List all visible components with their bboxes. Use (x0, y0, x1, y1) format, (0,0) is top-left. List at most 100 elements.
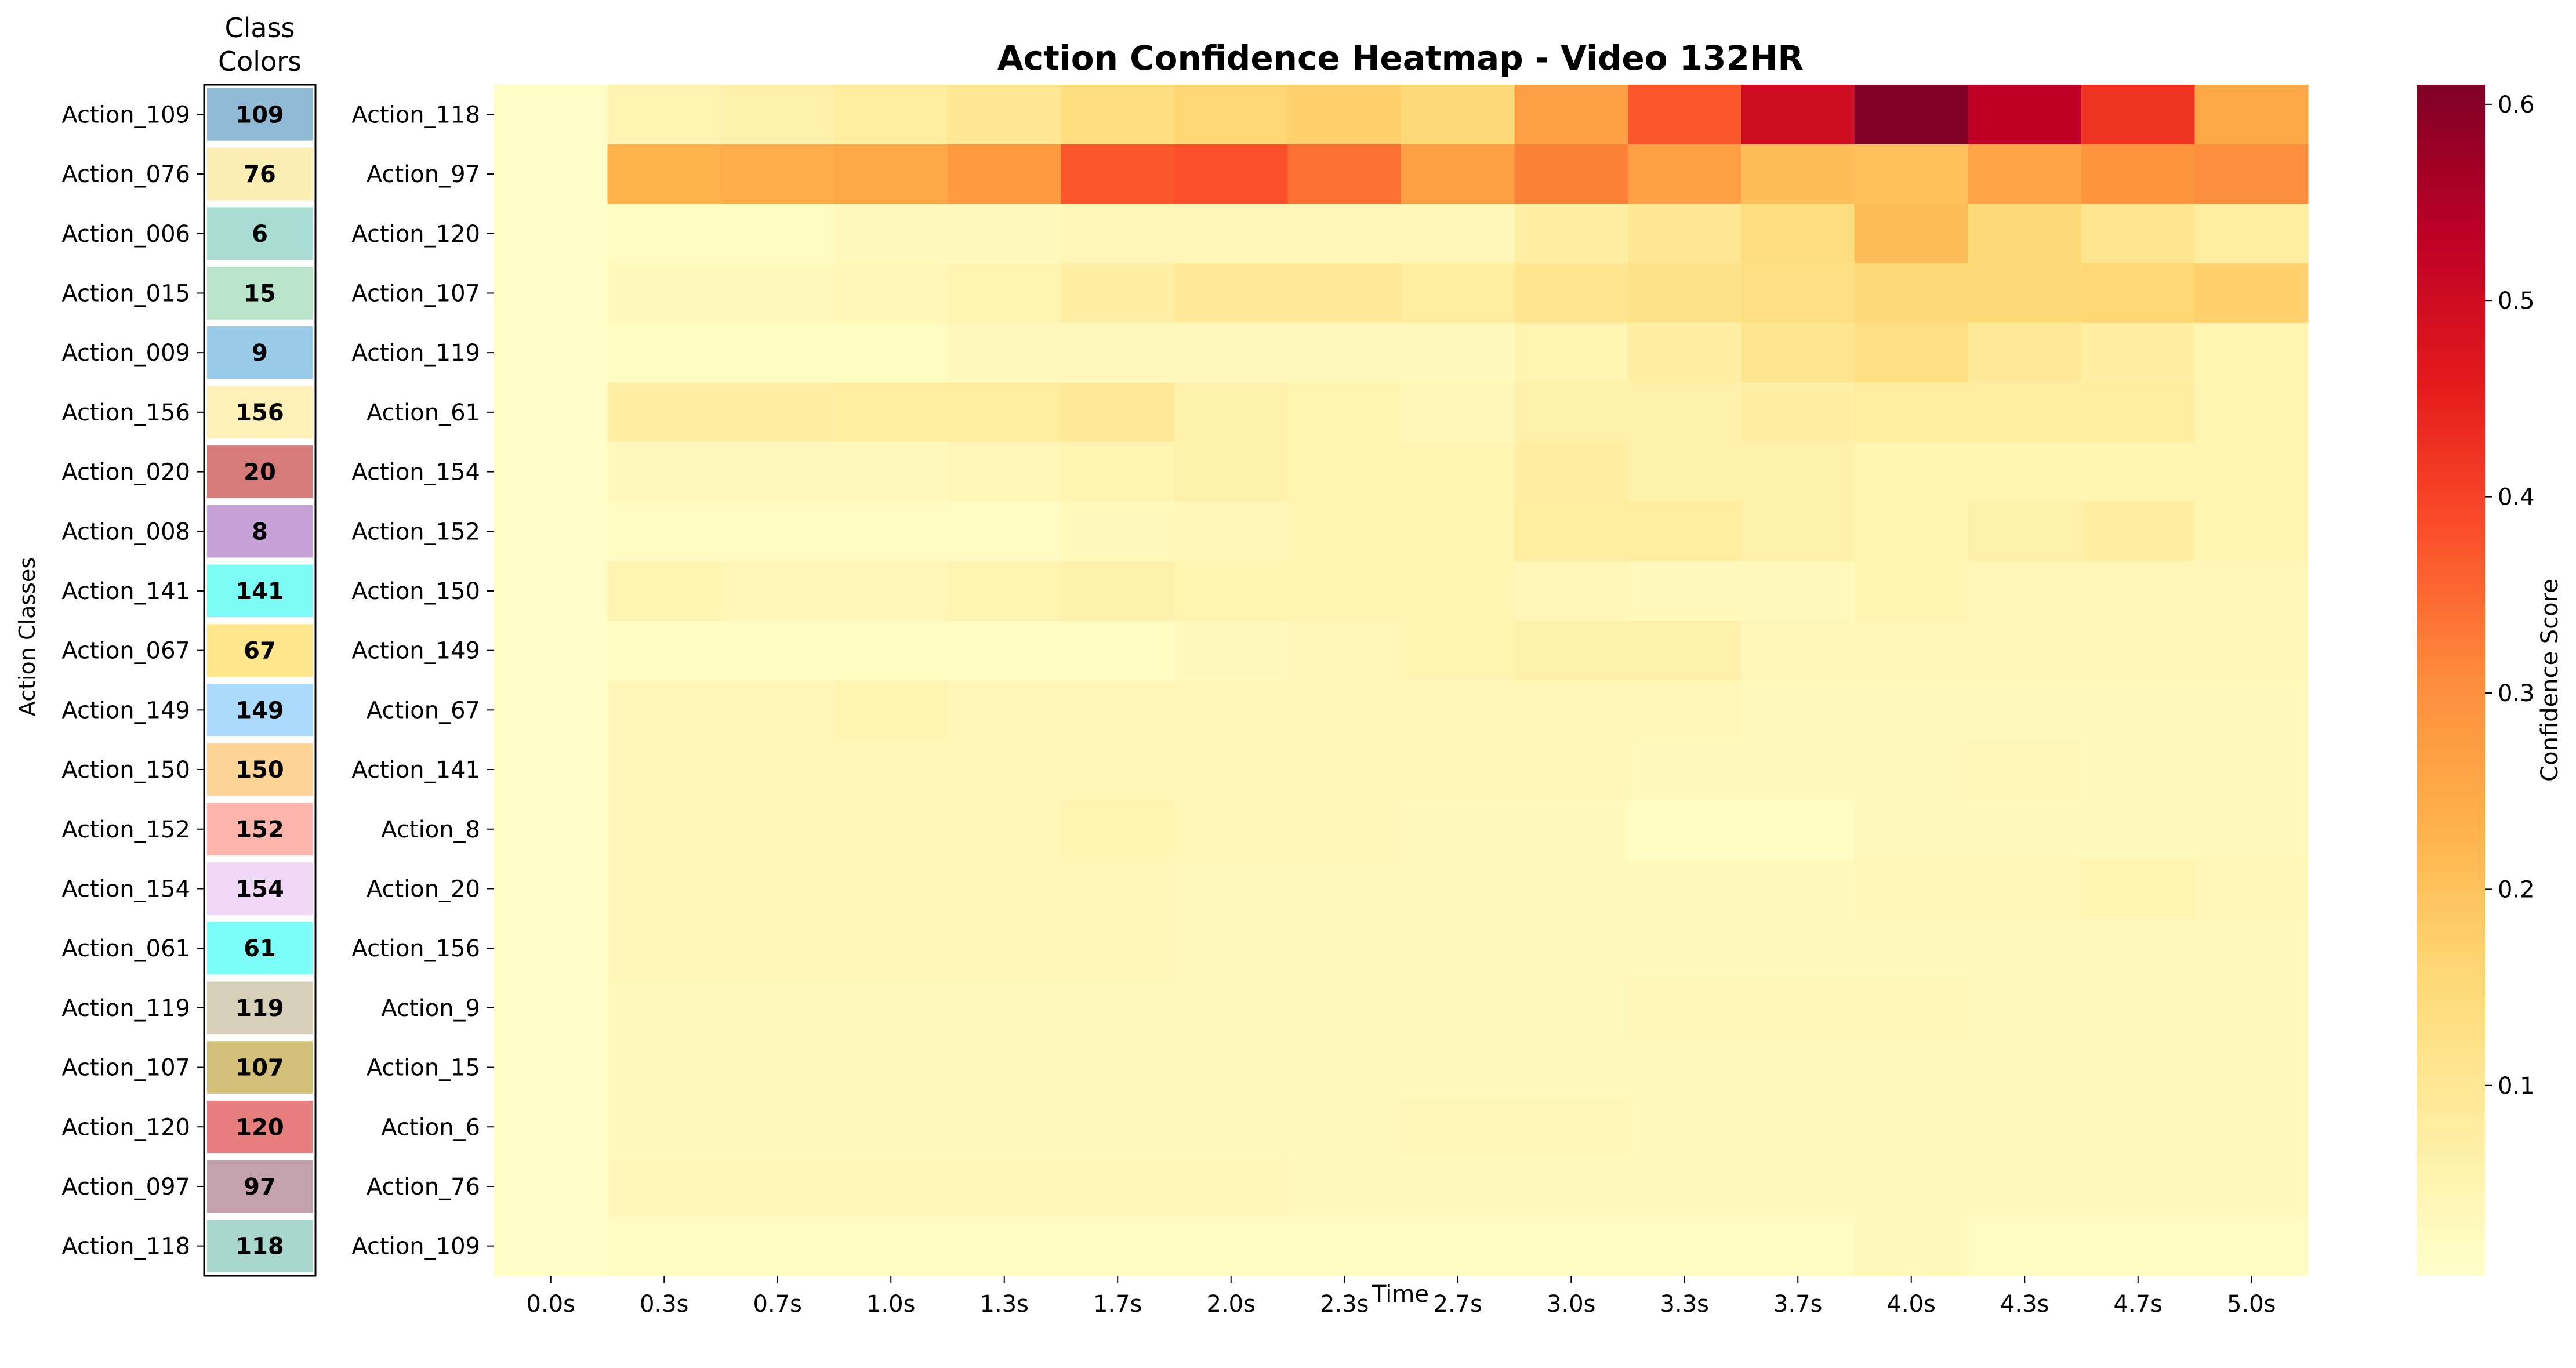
heatmap-cell (1287, 621, 1402, 681)
heatmap-cell (2081, 978, 2196, 1038)
heatmap-cell (607, 1037, 721, 1098)
heatmap-cell (1628, 382, 1742, 442)
heatmap-cell (1855, 680, 1969, 741)
heatmap-cell (1401, 978, 1515, 1038)
heatmap-cell (2081, 442, 2196, 502)
heatmap-cell (834, 382, 948, 442)
class-name-label: Action_097 (61, 1174, 190, 1200)
row-label: Action_109 (351, 1233, 480, 1260)
heatmap-cell (948, 1156, 1062, 1217)
heatmap-cell (1741, 322, 1855, 383)
class-color-swatch (207, 326, 313, 379)
heatmap-cell (2194, 263, 2309, 324)
heatmap-cell (1174, 442, 1289, 502)
heatmap-cell (834, 859, 948, 919)
heatmap-cell (494, 621, 608, 681)
heatmap-cell (1401, 501, 1515, 562)
heatmap-cell (948, 263, 1062, 324)
heatmap-cell (607, 799, 721, 859)
heatmap-cell (1287, 382, 1402, 442)
heatmap-cell (2194, 204, 2309, 264)
heatmap-cell (834, 442, 948, 502)
heatmap-cell (948, 978, 1062, 1038)
class-color-swatch (207, 1220, 313, 1272)
class-colors-title-line2: Colors (218, 46, 302, 77)
heatmap-cell (1061, 918, 1175, 979)
heatmap-cell (1401, 739, 1515, 800)
heatmap-cell (1855, 204, 1969, 264)
class-name-label: Action_118 (61, 1233, 190, 1260)
heatmap-cell (1628, 918, 1742, 979)
row-label: Action_107 (351, 280, 480, 307)
heatmap-cell (1628, 561, 1742, 621)
heatmap-cell (1401, 561, 1515, 621)
heatmap-cell (1287, 680, 1402, 741)
heatmap-cell (1174, 501, 1289, 562)
class-id-label: 152 (235, 817, 284, 843)
chart-title: Action Confidence Heatmap - Video 132HR (997, 38, 1804, 78)
heatmap-cell (494, 1156, 608, 1217)
heatmap-cell (1968, 144, 2082, 204)
class-name-label: Action_109 (61, 101, 190, 128)
heatmap-grid (494, 85, 2309, 1276)
heatmap-cell (1061, 204, 1175, 264)
heatmap-cell (721, 501, 835, 562)
heatmap-cell (948, 1216, 1062, 1276)
class-name-label: Action_152 (61, 817, 190, 843)
heatmap-cell (1401, 1156, 1515, 1217)
heatmap-cell (2081, 204, 2196, 264)
heatmap-cell (1287, 442, 1402, 502)
heatmap-cell (2194, 859, 2309, 919)
heatmap-cell (1061, 561, 1175, 621)
heatmap-cell (1061, 501, 1175, 562)
heatmap-cell (1287, 1097, 1402, 1157)
heatmap-cell (1628, 1097, 1742, 1157)
class-id-label: 9 (252, 340, 268, 367)
heatmap-cell (948, 442, 1062, 502)
heatmap-cell (1514, 263, 1628, 324)
heatmap-cell (1401, 382, 1515, 442)
heatmap-cell (1741, 1156, 1855, 1217)
heatmap-cell (1061, 322, 1175, 383)
class-color-swatch (207, 88, 313, 141)
heatmap-cell (1968, 322, 2082, 383)
heatmap-cell (1401, 85, 1515, 145)
class-name-label: Action_009 (61, 340, 190, 367)
heatmap-cell (494, 204, 608, 264)
heatmap-cell (1628, 501, 1742, 562)
heatmap-cell (1514, 621, 1628, 681)
heatmap-cell (1628, 978, 1742, 1038)
heatmap-cell (834, 1097, 948, 1157)
heatmap-cell (1287, 1216, 1402, 1276)
class-color-swatch (207, 803, 313, 856)
heatmap-cell (1514, 799, 1628, 859)
heatmap-cell (2081, 859, 2196, 919)
x-tick-label: 1.0s (866, 1291, 915, 1318)
row-label: Action_6 (381, 1114, 480, 1141)
heatmap-cell (1174, 1156, 1289, 1217)
heatmap-cell (721, 382, 835, 442)
heatmap-cell (834, 561, 948, 621)
heatmap-cell (1514, 561, 1628, 621)
heatmap-cell (607, 204, 721, 264)
class-name-label: Action_020 (61, 459, 190, 486)
colorbar-tick-label: 0.3 (2498, 680, 2535, 707)
heatmap-cell (1968, 1216, 2082, 1276)
heatmap-cell (1628, 144, 1742, 204)
heatmap-cell (1514, 144, 1628, 204)
heatmap-cell (494, 144, 608, 204)
class-name-label: Action_120 (61, 1114, 190, 1141)
colorbar-tick-label: 0.4 (2498, 484, 2535, 511)
heatmap-cell (948, 144, 1062, 204)
heatmap-cell (607, 621, 721, 681)
heatmap-cell (1741, 1216, 1855, 1276)
heatmap-cell (1401, 144, 1515, 204)
heatmap-cell (1174, 1037, 1289, 1098)
class-id-label: 141 (235, 578, 284, 605)
class-id-label: 76 (244, 161, 276, 188)
heatmap-cell (1401, 1216, 1515, 1276)
class-id-label: 150 (235, 757, 284, 783)
heatmap-cell (1741, 204, 1855, 264)
heatmap-cell (721, 680, 835, 741)
